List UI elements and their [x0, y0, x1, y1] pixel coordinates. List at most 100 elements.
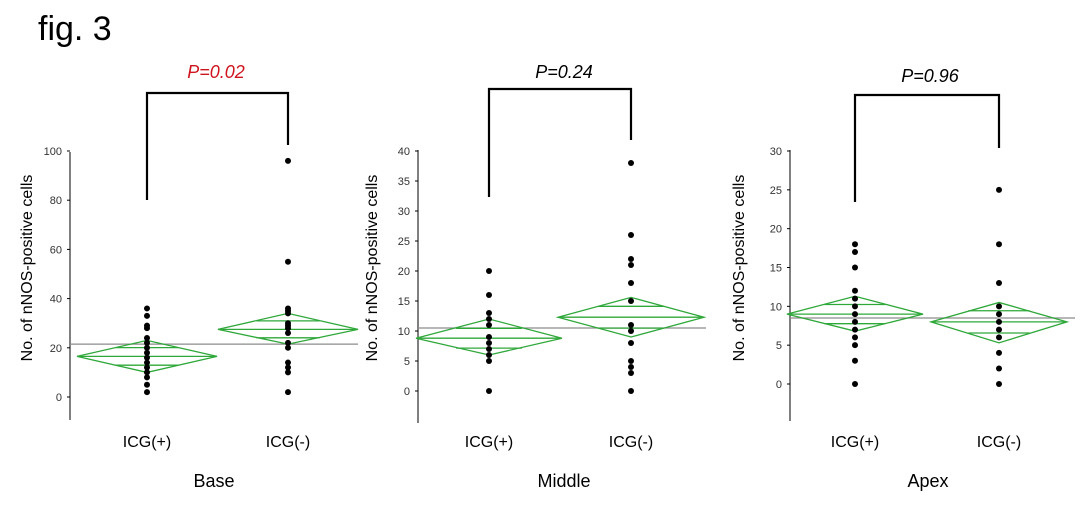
data-point [852, 295, 858, 302]
y-tick-label: 25 [770, 185, 782, 197]
data-point [852, 342, 858, 349]
data-point [486, 340, 492, 346]
data-point [628, 328, 634, 334]
data-point [285, 389, 291, 396]
data-point [628, 160, 634, 166]
data-point [486, 334, 492, 340]
data-point [285, 330, 291, 337]
y-tick-label: 40 [50, 294, 62, 306]
data-point [486, 322, 492, 328]
data-point [285, 157, 291, 164]
data-point [628, 298, 634, 304]
data-point [852, 318, 858, 325]
data-point [285, 325, 291, 332]
data-point [628, 370, 634, 376]
data-point [144, 339, 150, 346]
data-point [996, 241, 1002, 248]
data-point [285, 359, 291, 366]
y-tick-label: 20 [50, 343, 62, 355]
p-value-label: P=0.96 [901, 66, 960, 86]
y-tick-label: 60 [50, 244, 62, 256]
data-point [144, 364, 150, 371]
data-point [852, 381, 858, 387]
data-point [285, 310, 291, 317]
data-point [486, 310, 492, 316]
y-tick-label: 20 [770, 224, 782, 236]
data-point [628, 340, 634, 346]
data-point [628, 280, 634, 286]
p-value-label: P=0.24 [535, 62, 593, 82]
data-point [144, 381, 150, 388]
data-point [144, 305, 150, 312]
y-tick-label: 15 [398, 296, 410, 308]
y-tick-label: 10 [398, 326, 410, 338]
data-point [285, 369, 291, 376]
data-point [996, 381, 1002, 387]
y-tick-label: 5 [776, 340, 782, 352]
data-point [852, 248, 858, 255]
y-tick-label: 10 [770, 301, 782, 313]
panel-title: Base [193, 471, 234, 491]
y-tick-label: 5 [404, 356, 410, 368]
y-tick-label: 20 [398, 266, 410, 278]
panel-title: Apex [907, 471, 948, 491]
data-point [144, 334, 150, 341]
y-tick-label: 40 [398, 146, 410, 158]
data-point [628, 262, 634, 268]
y-tick-label: 80 [50, 195, 62, 207]
significance-bracket [145, 91, 290, 200]
x-tick-label: ICG(-) [609, 434, 653, 451]
y-axis-title: No. of nNOS-positive cells [19, 175, 36, 362]
data-point [486, 388, 492, 394]
data-point [486, 316, 492, 322]
significance-bracket [487, 87, 633, 197]
data-point [285, 364, 291, 371]
data-point [852, 326, 858, 333]
figure-label: fig. 3 [38, 10, 112, 48]
data-point [144, 312, 150, 319]
data-point [996, 326, 1002, 333]
data-point [996, 186, 1002, 193]
data-point [144, 354, 150, 361]
data-point [628, 364, 634, 370]
y-tick-label: 25 [398, 236, 410, 248]
x-tick-label: ICG(+) [831, 434, 879, 451]
data-point [852, 334, 858, 341]
data-point [628, 322, 634, 328]
data-point [628, 388, 634, 394]
data-point [996, 303, 1002, 310]
data-point [996, 349, 1002, 356]
significance-bracket [853, 93, 1001, 202]
x-tick-label: ICG(-) [977, 434, 1021, 451]
data-point [628, 232, 634, 238]
data-point [144, 359, 150, 366]
data-point [996, 334, 1002, 341]
data-point [628, 358, 634, 364]
data-point [996, 311, 1002, 318]
data-point [852, 357, 858, 364]
data-point [285, 258, 291, 265]
data-point [996, 318, 1002, 325]
data-point [486, 292, 492, 298]
y-tick-label: 15 [770, 263, 782, 275]
panel-title: Middle [537, 471, 590, 491]
p-value-label: P=0.02 [187, 62, 245, 82]
y-axis-title: No. of nNOS-positive cells [731, 175, 748, 362]
data-point [486, 358, 492, 364]
data-point [852, 287, 858, 294]
x-tick-label: ICG(+) [123, 434, 171, 451]
y-tick-label: 35 [398, 176, 410, 188]
data-point [486, 268, 492, 274]
x-tick-label: ICG(-) [266, 434, 310, 451]
data-point [852, 264, 858, 271]
data-point [144, 325, 150, 332]
data-point [144, 374, 150, 381]
y-tick-label: 30 [398, 206, 410, 218]
data-point [996, 365, 1002, 372]
data-point [144, 369, 150, 376]
data-point [852, 311, 858, 318]
data-point [996, 280, 1002, 287]
y-tick-label: 0 [56, 392, 62, 404]
y-axis-title: No. of nNOS-positive cells [364, 175, 381, 362]
